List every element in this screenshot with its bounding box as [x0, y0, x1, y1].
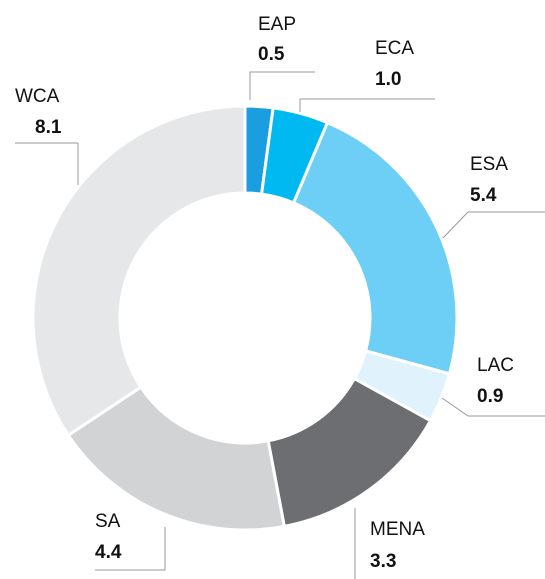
category-label: SA — [95, 511, 121, 532]
donut-slice — [291, 120, 459, 376]
leader-line — [15, 142, 79, 185]
value-label: 0.9 — [477, 386, 503, 407]
value-label: 1.0 — [375, 69, 401, 90]
category-label: EAP — [258, 14, 296, 35]
leader-line — [299, 98, 435, 112]
value-label: 3.3 — [370, 551, 396, 572]
donut-slice — [31, 104, 247, 438]
leader-line — [95, 527, 166, 571]
category-label: ECA — [375, 38, 414, 59]
category-label: WCA — [15, 86, 60, 107]
donut-slice — [66, 385, 287, 532]
value-label: 8.1 — [35, 117, 62, 138]
category-label: LAC — [477, 355, 514, 376]
donut — [31, 104, 459, 532]
leader-line — [249, 71, 315, 100]
leader-line — [442, 211, 545, 239]
leader-line — [441, 397, 545, 417]
value-label: 0.5 — [258, 44, 285, 65]
category-label: ESA — [470, 154, 508, 175]
value-label: 5.4 — [470, 185, 497, 206]
category-label: MENA — [370, 519, 425, 540]
value-label: 4.4 — [95, 542, 122, 563]
